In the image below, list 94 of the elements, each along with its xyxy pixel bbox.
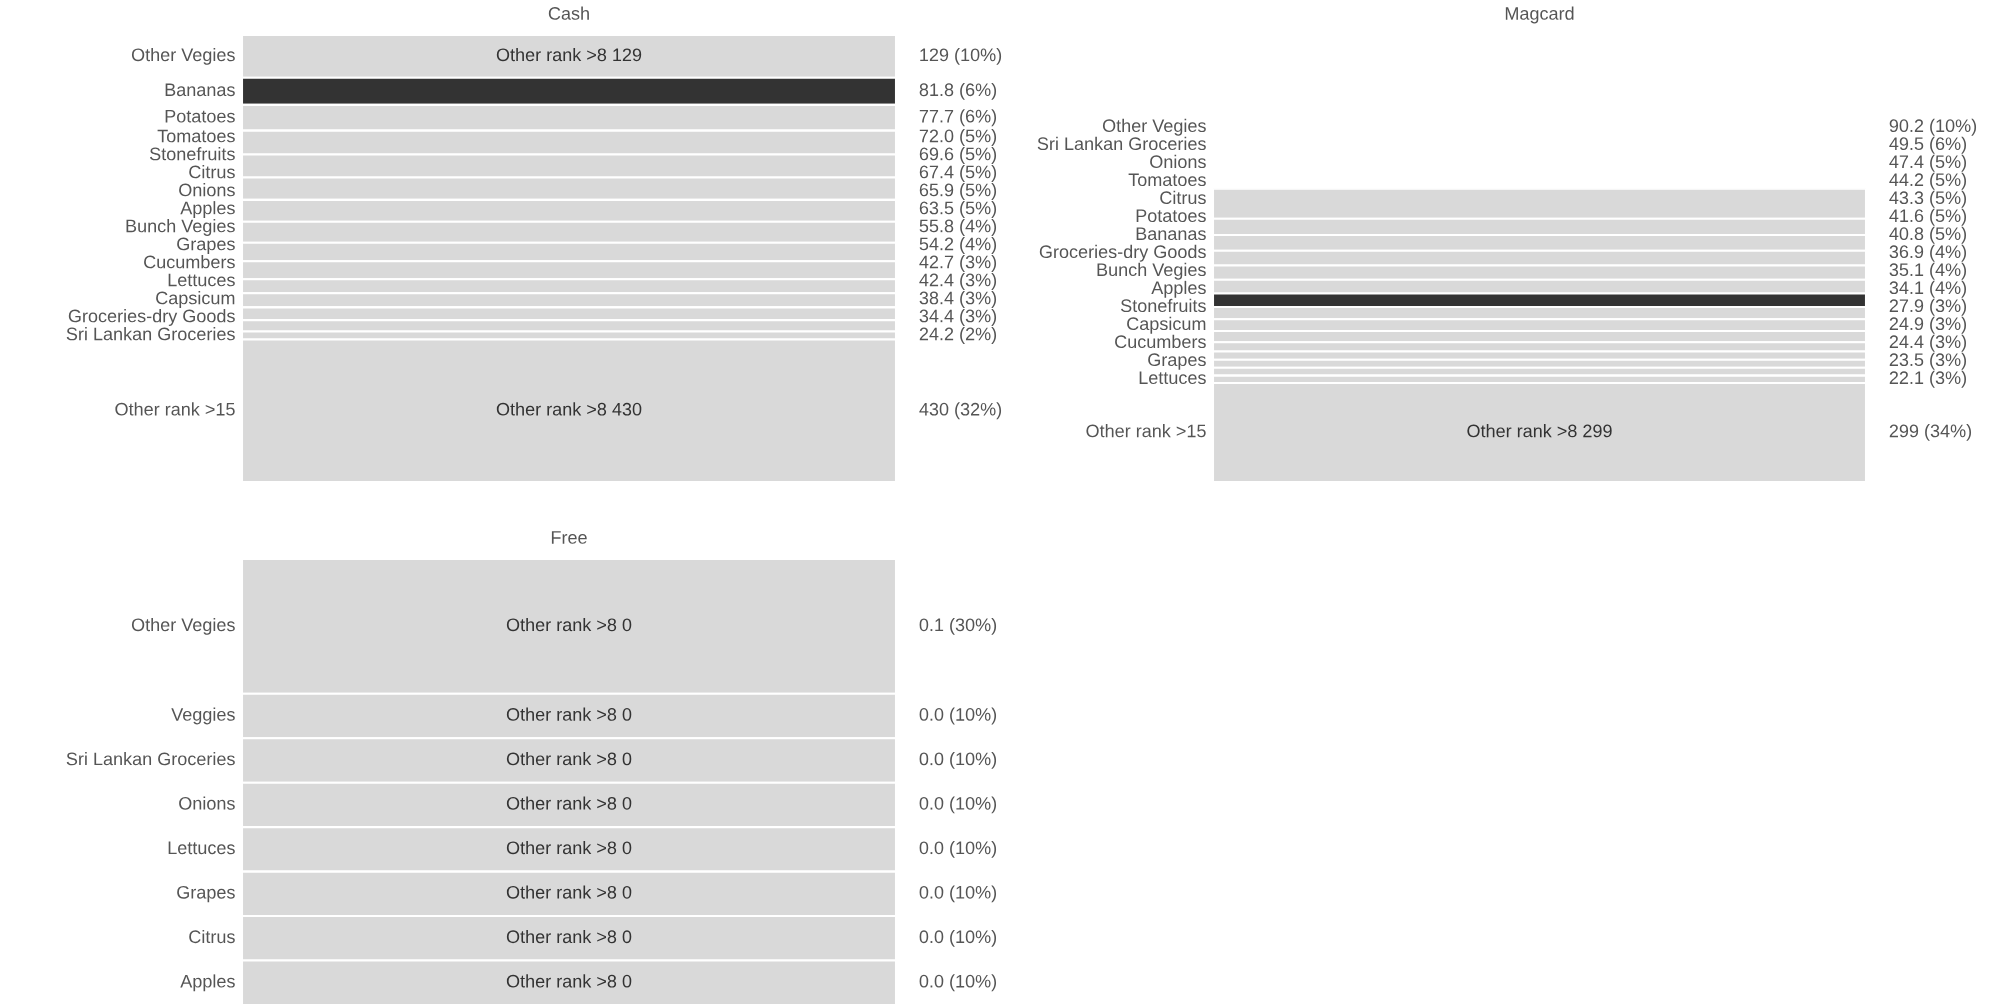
category-label: Sri Lankan Groceries: [66, 327, 235, 341]
category-label: Onions: [1150, 154, 1206, 169]
category-label: Other Vegies: [131, 47, 235, 65]
data-label: 34.4 (3%): [919, 309, 997, 326]
category-label: Stonefruits: [149, 147, 235, 161]
data-label: 0.1 (30%): [919, 617, 997, 635]
data-label: 38.4 (3%): [919, 291, 997, 308]
text: Other rank >8 0: [506, 840, 632, 855]
category-label: Veggies: [171, 707, 235, 725]
data-label: 40.8 (5%): [1889, 226, 1967, 244]
category-label: Citrus: [1160, 190, 1206, 205]
data-label: 0.0 (10%): [919, 707, 997, 725]
data-label: 90.2 (10%): [1889, 118, 1977, 136]
category-label: Potatoes: [165, 109, 235, 123]
category-label: Apples: [1151, 280, 1206, 298]
category-label: Apples: [180, 201, 235, 218]
category-label: Other Vegies: [1102, 118, 1206, 136]
category-label: Grapes: [177, 237, 235, 254]
data-label: 22.1 (3%): [1889, 370, 1967, 388]
category-label: Lettuces: [168, 273, 235, 287]
data-label: 0.0 (10%): [919, 885, 997, 903]
data-label: 42.4 (3%): [919, 273, 997, 290]
category-label: Sri Lankan Groceries: [66, 752, 235, 766]
category-label: Lettuces: [168, 841, 235, 855]
data-label: 27.9 (3%): [1889, 298, 1967, 316]
data-label: 77.7 (6%): [919, 109, 997, 127]
data-label: 35.1 (4%): [1889, 262, 1967, 280]
category-label: Citrus: [189, 929, 235, 944]
category-label: Bananas: [1136, 227, 1206, 241]
category-label: Groceries-dry Goods: [68, 309, 235, 326]
category-label: Other rank >15: [1086, 424, 1206, 438]
data-label: 72.0 (5%): [919, 129, 997, 146]
data-label: 44.2 (5%): [1889, 172, 1967, 190]
category-label: Apples: [180, 974, 235, 992]
data-label: 0.0 (10%): [919, 929, 997, 947]
data-label: 55.8 (4%): [919, 219, 997, 236]
text: Other rank >8 0: [506, 707, 632, 721]
category-label: Groceries-dry Goods: [1039, 244, 1206, 262]
category-label: Onions: [179, 796, 235, 810]
data-label: 54.2 (4%): [919, 237, 997, 254]
text: Other rank >8 299: [1467, 424, 1612, 438]
category-label: Potatoes: [1136, 209, 1206, 223]
data-label: 24.2 (2%): [919, 327, 997, 344]
text: Other rank >8 0: [506, 929, 632, 944]
category-label: Grapes: [177, 885, 235, 903]
data-label: 430 (32%): [919, 402, 1002, 420]
data-label: 0.0 (10%): [919, 752, 997, 769]
data-label: 0.0 (10%): [919, 796, 997, 814]
category-label: Cucumbers: [144, 255, 235, 269]
category-label: Stonefruits: [1120, 298, 1206, 313]
data-label: 24.9 (3%): [1889, 316, 1967, 334]
category-label: Sri Lankan Groceries: [1037, 136, 1206, 151]
category-label: Grapes: [1148, 353, 1206, 370]
category-label: Bunch Vegies: [1097, 262, 1206, 280]
data-label: 67.4 (5%): [919, 165, 997, 182]
data-label: 0.0 (10%): [919, 974, 997, 992]
text: Other rank >8 0: [506, 752, 632, 766]
category-label: Capsicum: [1127, 316, 1206, 334]
text: Cash: [548, 6, 589, 20]
text: Other rank >8 430: [496, 402, 642, 416]
data-label: 129 (10%): [920, 47, 1002, 65]
text: Other rank >8 0: [506, 796, 632, 810]
data-label: 24.4 (3%): [1889, 334, 1967, 352]
text: Other rank >8 129: [496, 47, 642, 62]
data-label: 63.5 (5%): [919, 201, 997, 218]
data-label: 41.6 (5%): [1889, 208, 1967, 226]
category-label: Tomatoes: [157, 129, 235, 143]
category-label: Other Vegies: [131, 617, 235, 635]
data-label: 299 (34%): [1889, 424, 1972, 441]
category-label: Capsicum: [156, 291, 235, 308]
category-label: Other rank >15: [115, 402, 235, 416]
category-label: Onions: [179, 183, 235, 197]
data-label: 0.0 (10%): [919, 840, 997, 858]
category-label: Cucumbers: [1115, 334, 1206, 349]
data-label: 81.8 (6%): [919, 82, 997, 100]
data-label: 49.5 (6%): [1889, 136, 1967, 154]
text: Magcard: [1505, 6, 1574, 24]
data-label: 34.1 (4%): [1889, 280, 1967, 298]
category-label: Tomatoes: [1128, 173, 1206, 187]
data-label: 43.3 (5%): [1889, 190, 1967, 208]
category-label: Citrus: [189, 165, 235, 179]
data-label: 23.5 (3%): [1889, 352, 1967, 370]
text: Other rank >8 0: [506, 617, 632, 632]
text: Free: [551, 531, 587, 544]
data-label: 69.6 (5%): [919, 147, 997, 164]
data-label: 36.9 (4%): [1889, 244, 1967, 262]
data-label: 47.4 (5%): [1889, 154, 1967, 172]
category-label: Bananas: [165, 83, 235, 97]
category-label: Lettuces: [1139, 371, 1206, 385]
text: Other rank >8 0: [506, 974, 632, 988]
text: Other rank >8 0: [506, 885, 632, 899]
category-label: Bunch Vegies: [126, 219, 235, 236]
data-label: 65.9 (5%): [919, 183, 997, 200]
data-label: 42.7 (3%): [919, 255, 997, 272]
